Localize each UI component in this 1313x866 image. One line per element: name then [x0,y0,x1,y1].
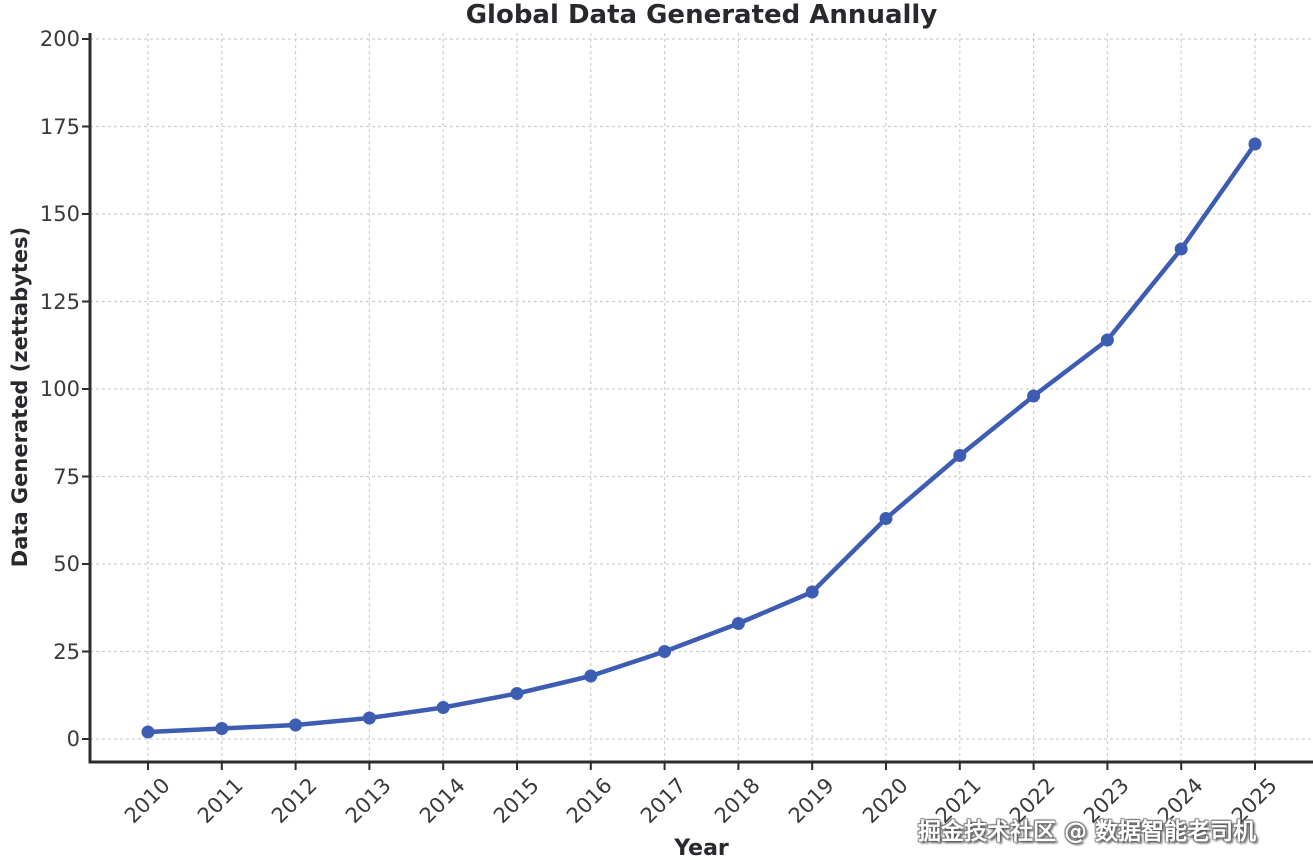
data-point [1027,389,1041,403]
y-tick-label: 150 [39,202,80,226]
y-tick-label: 175 [39,114,80,139]
x-axis-label: Year [674,836,729,861]
data-point [289,718,303,732]
data-point [362,711,376,725]
data-point [215,722,229,735]
data-point [805,585,819,599]
data-point [584,669,598,683]
data-point [879,512,893,525]
data-point [731,617,745,630]
data-line [145,141,1258,735]
data-point [436,701,450,714]
y-tick-label: 100 [39,377,80,401]
data-point [1248,137,1262,151]
data-point [1174,242,1188,256]
y-tick-label: 50 [53,552,80,576]
y-tick-label: 25 [53,639,80,664]
data-point [953,449,967,462]
y-tick-label: 200 [39,27,80,51]
y-tick-label: 75 [53,464,80,489]
data-point [510,687,524,700]
data-point [141,725,155,739]
y-tick-label: 125 [39,289,80,314]
watermark-text: 掘金技术社区 @ 数据智能老司机 [918,819,1257,845]
data-point [1100,333,1114,347]
y-tick-label: 0 [66,727,80,751]
data-point [658,645,672,658]
chart-title: Global Data Generated Annually [465,0,938,30]
